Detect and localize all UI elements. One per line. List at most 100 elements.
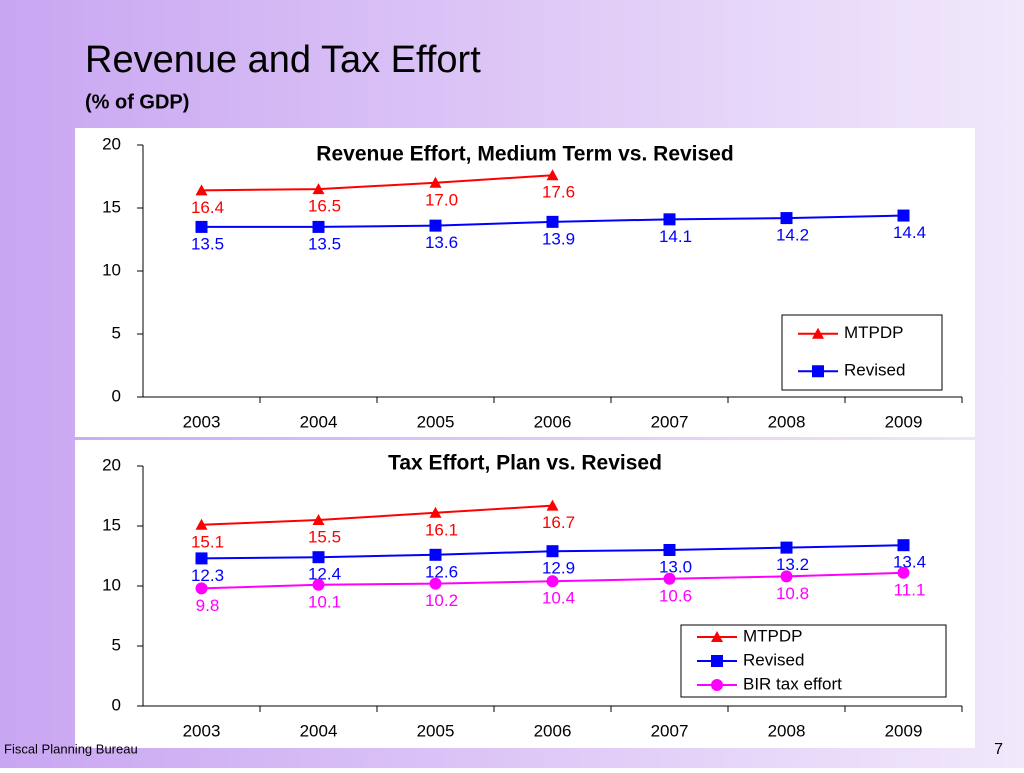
legend-box — [781, 314, 943, 391]
y-tick-label: 10 — [102, 575, 121, 594]
slide-title: Revenue and Tax Effort — [85, 39, 481, 81]
chart-panel — [75, 128, 975, 437]
marker — [546, 575, 559, 588]
marker — [546, 215, 559, 228]
data-label: 10.1 — [308, 592, 341, 611]
data-label: 12.6 — [425, 562, 458, 581]
marker — [195, 518, 208, 530]
marker — [312, 220, 325, 233]
marker — [429, 506, 442, 518]
data-label: 15.1 — [191, 532, 224, 551]
x-tick-label: 2005 — [417, 721, 455, 740]
marker — [780, 570, 793, 583]
marker — [812, 365, 824, 378]
x-tick-label: 2008 — [768, 412, 806, 431]
x-tick-label: 2009 — [885, 721, 923, 740]
marker — [711, 655, 723, 667]
marker — [663, 213, 676, 226]
y-tick-label: 5 — [112, 635, 121, 654]
chart-title: Revenue Effort, Medium Term vs. Revised — [316, 143, 733, 166]
y-tick-label: 20 — [102, 134, 121, 153]
data-label: 16.5 — [308, 197, 341, 216]
data-label: 15.5 — [308, 527, 341, 546]
slide-subtitle: (% of GDP) — [85, 91, 189, 113]
data-label: 9.8 — [196, 596, 220, 615]
marker — [312, 183, 325, 195]
x-tick-label: 2003 — [183, 721, 221, 740]
data-label: 12.9 — [542, 559, 575, 578]
legend-label: Revised — [844, 361, 905, 380]
marker — [429, 219, 442, 232]
marker — [195, 582, 208, 595]
x-tick-label: 2006 — [534, 721, 572, 740]
series-line — [201, 174, 553, 192]
marker — [546, 169, 559, 181]
marker — [663, 544, 676, 556]
x-tick-label: 2007 — [651, 721, 689, 740]
x-tick-label: 2003 — [183, 412, 221, 431]
marker — [429, 176, 442, 188]
marker — [711, 679, 723, 691]
marker — [897, 566, 910, 579]
data-label: 13.5 — [191, 234, 224, 253]
data-label: 17.6 — [542, 183, 575, 202]
marker — [897, 209, 910, 222]
data-label: 14.1 — [659, 227, 692, 246]
x-tick-label: 2006 — [534, 412, 572, 431]
legend-label: Revised — [743, 650, 804, 669]
marker — [312, 514, 325, 525]
data-label: 10.4 — [542, 589, 575, 608]
data-label: 12.3 — [191, 566, 224, 585]
data-label: 13.9 — [542, 229, 575, 248]
x-tick-label: 2005 — [417, 412, 455, 431]
marker — [812, 327, 824, 339]
data-label: 10.2 — [425, 591, 458, 610]
y-tick-label: 15 — [102, 197, 121, 216]
data-label: 16.1 — [425, 520, 458, 539]
marker — [429, 577, 442, 590]
marker — [663, 572, 676, 585]
marker — [195, 220, 208, 233]
y-tick-label: 20 — [102, 455, 121, 474]
marker — [897, 539, 910, 552]
data-label: 10.8 — [776, 584, 809, 603]
x-tick-label: 2004 — [300, 412, 338, 431]
data-label: 14.4 — [893, 223, 926, 242]
series-line — [201, 504, 553, 526]
marker — [312, 551, 325, 564]
x-tick-label: 2004 — [300, 721, 338, 740]
marker — [312, 578, 325, 591]
data-label: 12.4 — [308, 565, 341, 584]
chart-title: Tax Effort, Plan vs. Revised — [388, 452, 662, 475]
marker — [780, 212, 793, 225]
marker — [546, 545, 559, 558]
data-label: 11.1 — [894, 580, 926, 599]
data-label: 14.2 — [776, 226, 809, 245]
y-tick-label: 5 — [112, 323, 121, 342]
data-label: 16.4 — [191, 198, 224, 217]
data-label: 17.0 — [425, 190, 458, 209]
legend-label: MTPDP — [743, 626, 803, 645]
data-label: 16.7 — [542, 513, 575, 532]
data-label: 13.0 — [659, 557, 692, 576]
data-label: 13.5 — [308, 234, 341, 253]
x-tick-label: 2007 — [651, 412, 689, 431]
y-tick-label: 10 — [102, 260, 121, 279]
page-number: 7 — [994, 741, 1003, 758]
y-tick-label: 0 — [112, 386, 121, 405]
marker — [546, 499, 559, 511]
data-label: 13.6 — [425, 233, 458, 252]
legend-label: MTPDP — [844, 323, 904, 342]
marker — [780, 541, 793, 554]
data-label: 13.4 — [893, 553, 926, 572]
marker — [195, 552, 208, 565]
marker — [711, 631, 723, 642]
chart-panel — [75, 440, 975, 748]
x-tick-label: 2008 — [768, 721, 806, 740]
marker — [429, 548, 442, 561]
x-tick-label: 2009 — [885, 412, 923, 431]
marker — [195, 184, 208, 196]
legend-label: BIR tax effort — [743, 674, 842, 693]
y-tick-label: 0 — [112, 695, 121, 714]
